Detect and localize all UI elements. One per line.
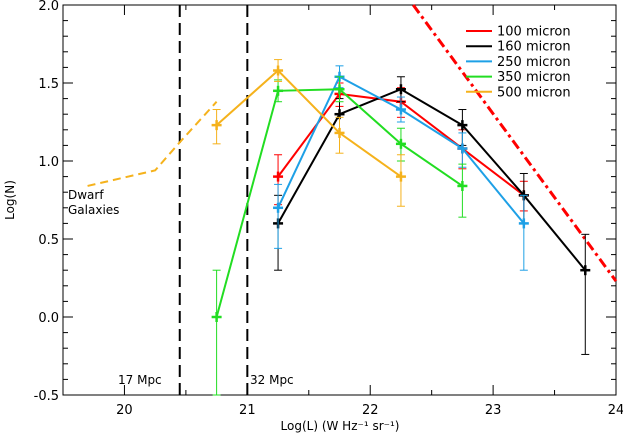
distance-label-17-mpc: 17 Mpc: [118, 373, 162, 387]
legend-label: 350 micron: [497, 70, 571, 85]
series-layer: [211, 59, 591, 396]
legend-label: 500 micron: [497, 85, 571, 100]
y-tick-label: 0.0: [38, 311, 59, 326]
series-line: [277, 88, 587, 271]
y-tick-labels: -0.5 0.0 0.5 1.0 1.5 2.0: [34, 0, 59, 404]
dwarf-galaxies-line: [87, 101, 218, 187]
y-tick-label: 2.0: [38, 0, 59, 14]
series-160-micron: [273, 76, 591, 355]
dwarf-galaxies-label-line2: Galaxies: [68, 203, 119, 217]
distance-label-32-mpc: 32 Mpc: [250, 373, 294, 387]
legend-label: 250 micron: [497, 55, 571, 70]
x-tick-label: 20: [116, 403, 133, 418]
x-tick-label: 22: [362, 403, 379, 418]
x-tick-label: 24: [608, 403, 623, 418]
x-axis-title: Log(L) (W Hz⁻¹ sr⁻¹): [281, 419, 400, 433]
y-tick-label: 1.5: [38, 77, 59, 92]
series-line: [215, 69, 402, 178]
legend-label: 160 micron: [497, 40, 571, 55]
series-350-micron: [211, 76, 468, 396]
y-axis-title: Log(N): [3, 180, 17, 220]
y-tick-label: 1.0: [38, 155, 59, 170]
x-tick-label: 21: [239, 403, 256, 418]
x-tick-label: 23: [485, 403, 502, 418]
y-tick-label: 0.5: [38, 233, 59, 248]
x-tick-labels: 20 21 22 23 24: [116, 403, 623, 418]
series-500-micron: [211, 59, 406, 207]
plot-frame: [62, 4, 617, 396]
legend-label: 100 micron: [497, 25, 571, 40]
dwarf-galaxies-label-line1: Dwarf: [68, 188, 104, 202]
axis-ticks: [62, 4, 617, 396]
diagonal-limit-line: [412, 4, 618, 283]
annotation-lines: [87, 4, 618, 395]
y-tick-label: -0.5: [34, 389, 59, 404]
